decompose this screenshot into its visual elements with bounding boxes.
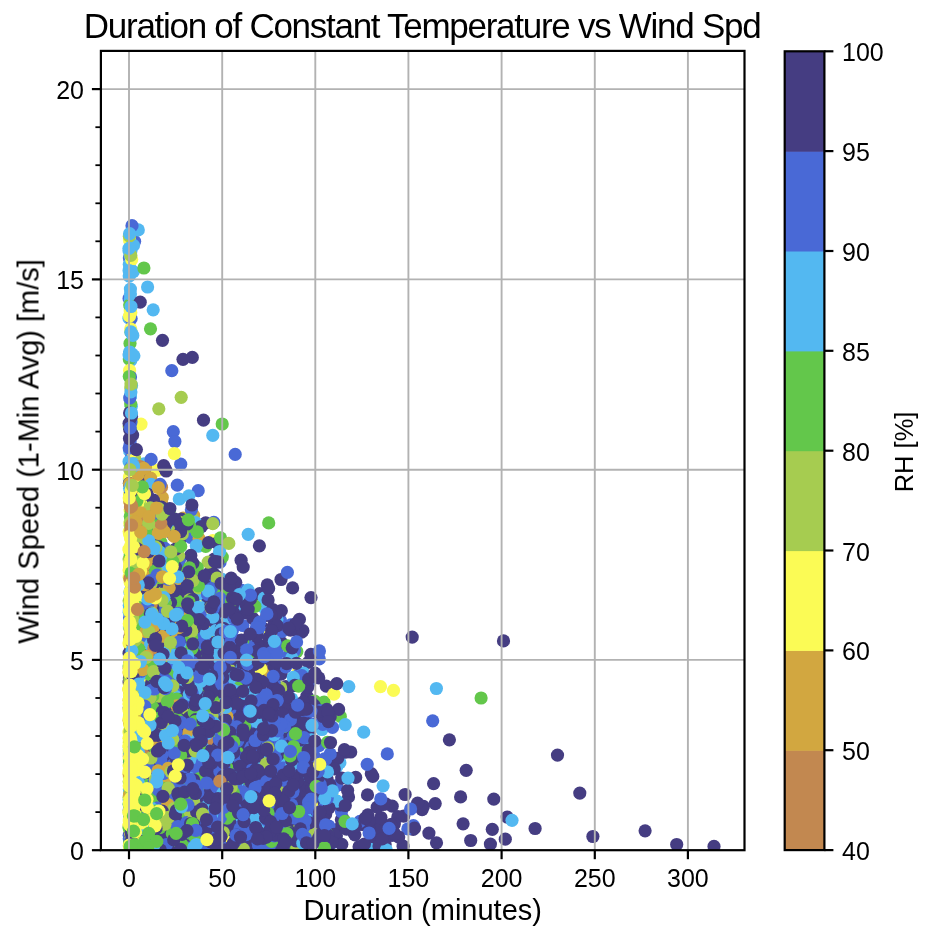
svg-text:300: 300 bbox=[667, 864, 709, 892]
svg-text:200: 200 bbox=[481, 864, 523, 892]
svg-text:15: 15 bbox=[56, 266, 84, 294]
svg-text:80: 80 bbox=[842, 438, 870, 466]
svg-text:Duration (minutes): Duration (minutes) bbox=[303, 894, 542, 926]
svg-text:20: 20 bbox=[56, 76, 84, 104]
svg-text:Duration of Constant Temperatu: Duration of Constant Temperature vs Wind… bbox=[84, 6, 760, 45]
svg-text:95: 95 bbox=[842, 138, 870, 166]
svg-text:60: 60 bbox=[842, 637, 870, 665]
svg-text:40: 40 bbox=[842, 837, 870, 865]
svg-text:50: 50 bbox=[842, 737, 870, 765]
svg-text:50: 50 bbox=[208, 864, 236, 892]
svg-text:100: 100 bbox=[842, 38, 884, 66]
svg-text:150: 150 bbox=[388, 864, 430, 892]
svg-text:0: 0 bbox=[122, 864, 136, 892]
svg-text:70: 70 bbox=[842, 538, 870, 566]
svg-text:90: 90 bbox=[842, 238, 870, 266]
svg-text:250: 250 bbox=[574, 864, 616, 892]
svg-text:5: 5 bbox=[70, 647, 84, 675]
svg-text:Wind Speed (1-Min Avg) [m/s]: Wind Speed (1-Min Avg) [m/s] bbox=[13, 259, 45, 644]
svg-text:100: 100 bbox=[294, 864, 336, 892]
svg-text:85: 85 bbox=[842, 338, 870, 366]
svg-text:0: 0 bbox=[70, 837, 84, 865]
svg-text:10: 10 bbox=[56, 457, 84, 485]
svg-text:RH [%]: RH [%] bbox=[890, 412, 918, 493]
